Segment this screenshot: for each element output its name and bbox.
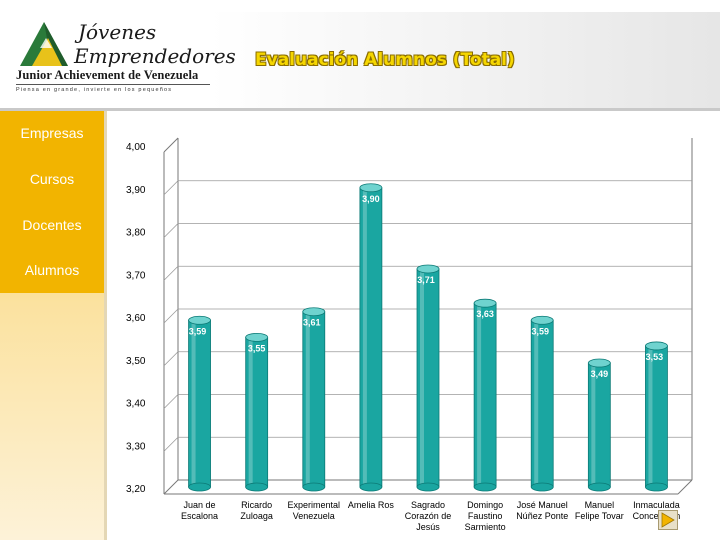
sidebar-item-cursos[interactable]: Cursos xyxy=(29,171,75,187)
bar-top xyxy=(302,307,326,317)
bar-top xyxy=(645,341,668,351)
data-label: 3,53 xyxy=(646,352,664,362)
logo-divider xyxy=(16,84,210,85)
gridline-side xyxy=(163,308,179,324)
bar-base xyxy=(645,482,668,492)
x-tick-label: Escalona xyxy=(181,511,218,521)
x-tick-label: Inmaculada xyxy=(633,500,680,510)
data-label: 3,55 xyxy=(248,343,266,353)
x-tick-label: Corazón de xyxy=(405,511,452,521)
bar-top xyxy=(530,315,554,325)
y-tick-label: 3,60 xyxy=(126,313,146,324)
x-tick-label: Venezuela xyxy=(293,511,335,521)
bar-base xyxy=(302,482,326,492)
y-tick-label: 3,20 xyxy=(126,484,146,495)
bar-top xyxy=(416,264,440,274)
sidebar xyxy=(0,111,104,540)
bar-base xyxy=(359,482,383,492)
data-label: 3,90 xyxy=(362,194,380,204)
bar-chart: 4,00 3,90 3,80 3,70 3,60 3,50 3,40 3,30 3,20 3,59… xyxy=(126,137,693,532)
x-tick-label: Domingo xyxy=(467,500,503,510)
x-tick-label: Amelia Ros xyxy=(348,500,395,510)
bar-top xyxy=(188,315,211,325)
x-tick-label: Ricardo xyxy=(241,500,272,510)
logo-tagline: Piensa en grande, invierte en los pequeñ… xyxy=(16,87,173,93)
sidebar-active-panel xyxy=(0,111,104,293)
bar-highlight xyxy=(477,303,482,487)
x-tick-label: Felipe Tovar xyxy=(575,511,624,521)
header-divider xyxy=(0,108,720,111)
x-tick-label: Sarmiento xyxy=(465,522,506,532)
sidebar-item-alumnos[interactable]: Alumnos xyxy=(24,262,80,278)
data-label: 3,49 xyxy=(591,369,609,379)
data-label: 3,59 xyxy=(189,326,207,336)
bar-base xyxy=(587,482,611,492)
bar-base xyxy=(188,482,211,492)
bar-highlight xyxy=(420,268,424,487)
y-tick-label: 3,40 xyxy=(126,399,146,410)
bar-highlight xyxy=(591,363,596,487)
x-tick-label: Concepción xyxy=(633,511,681,521)
gridline-side xyxy=(163,394,179,409)
bar-base xyxy=(245,482,269,492)
x-tick-label: Jesús xyxy=(416,522,440,532)
bar-top xyxy=(359,183,383,193)
gridline-side xyxy=(163,180,179,196)
next-slide-icon[interactable] xyxy=(658,510,678,530)
y-tick-label: 3,30 xyxy=(126,441,146,452)
chart-side-bottom xyxy=(163,479,179,495)
logo-text-line1: Jóvenes xyxy=(78,20,157,44)
chart-floor-right xyxy=(677,479,693,495)
y-tick-label: 3,50 xyxy=(126,356,146,367)
logo: Jóvenes Emprendedores Junior Achievement… xyxy=(10,18,236,100)
y-tick-label: 3,70 xyxy=(126,270,146,281)
logo-organization: Junior Achievement de Venezuela xyxy=(16,68,199,82)
y-tick-label: 3,80 xyxy=(126,228,146,239)
logo-text-line2: Emprendedores xyxy=(74,44,236,68)
gridline-side xyxy=(163,223,179,238)
data-label: 3,59 xyxy=(531,326,549,336)
bar-highlight xyxy=(648,345,653,487)
bar-top xyxy=(245,332,269,342)
chart-side-top xyxy=(163,137,179,153)
header-gradient xyxy=(210,12,720,110)
header: Jóvenes Emprendedores Junior Achievement… xyxy=(0,0,720,110)
bar-top xyxy=(473,298,497,308)
bar-top xyxy=(587,358,611,368)
x-tick-label: Faustino xyxy=(468,511,503,521)
gridline-side xyxy=(163,436,179,452)
bar-highlight xyxy=(362,187,367,487)
bar-base xyxy=(530,482,554,492)
y-tick-label: 4,00 xyxy=(126,142,146,153)
bar-highlight xyxy=(305,311,310,487)
bar-highlight xyxy=(248,337,253,487)
sidebar-edge xyxy=(104,111,107,540)
page-title: Evaluación Alumnos (Total) xyxy=(255,50,515,70)
y-tick-label: 3,90 xyxy=(126,185,146,196)
x-tick-label: Experimental xyxy=(288,500,341,510)
x-tick-label: José Manuel xyxy=(517,500,568,510)
x-tick-label: Núñez Ponte xyxy=(516,511,568,521)
bar-base xyxy=(473,482,497,492)
gridline-side xyxy=(163,351,179,367)
sidebar-item-empresas[interactable]: Empresas xyxy=(20,125,84,141)
data-label: 3,63 xyxy=(476,309,494,319)
bar-base xyxy=(416,482,440,492)
data-label: 3,61 xyxy=(303,318,321,328)
data-label: 3,71 xyxy=(417,275,435,285)
x-tick-label: Manuel xyxy=(585,500,615,510)
x-tick-label: Zuloaga xyxy=(240,511,273,521)
gridline-side xyxy=(163,265,179,281)
bar-highlight xyxy=(534,320,539,487)
sidebar-item-docentes[interactable]: Docentes xyxy=(22,217,82,233)
x-tick-label: Sagrado xyxy=(411,500,445,510)
x-tick-label: Juan de xyxy=(184,500,216,510)
bar-highlight xyxy=(191,320,196,487)
logo-mountain-icon xyxy=(20,22,68,66)
